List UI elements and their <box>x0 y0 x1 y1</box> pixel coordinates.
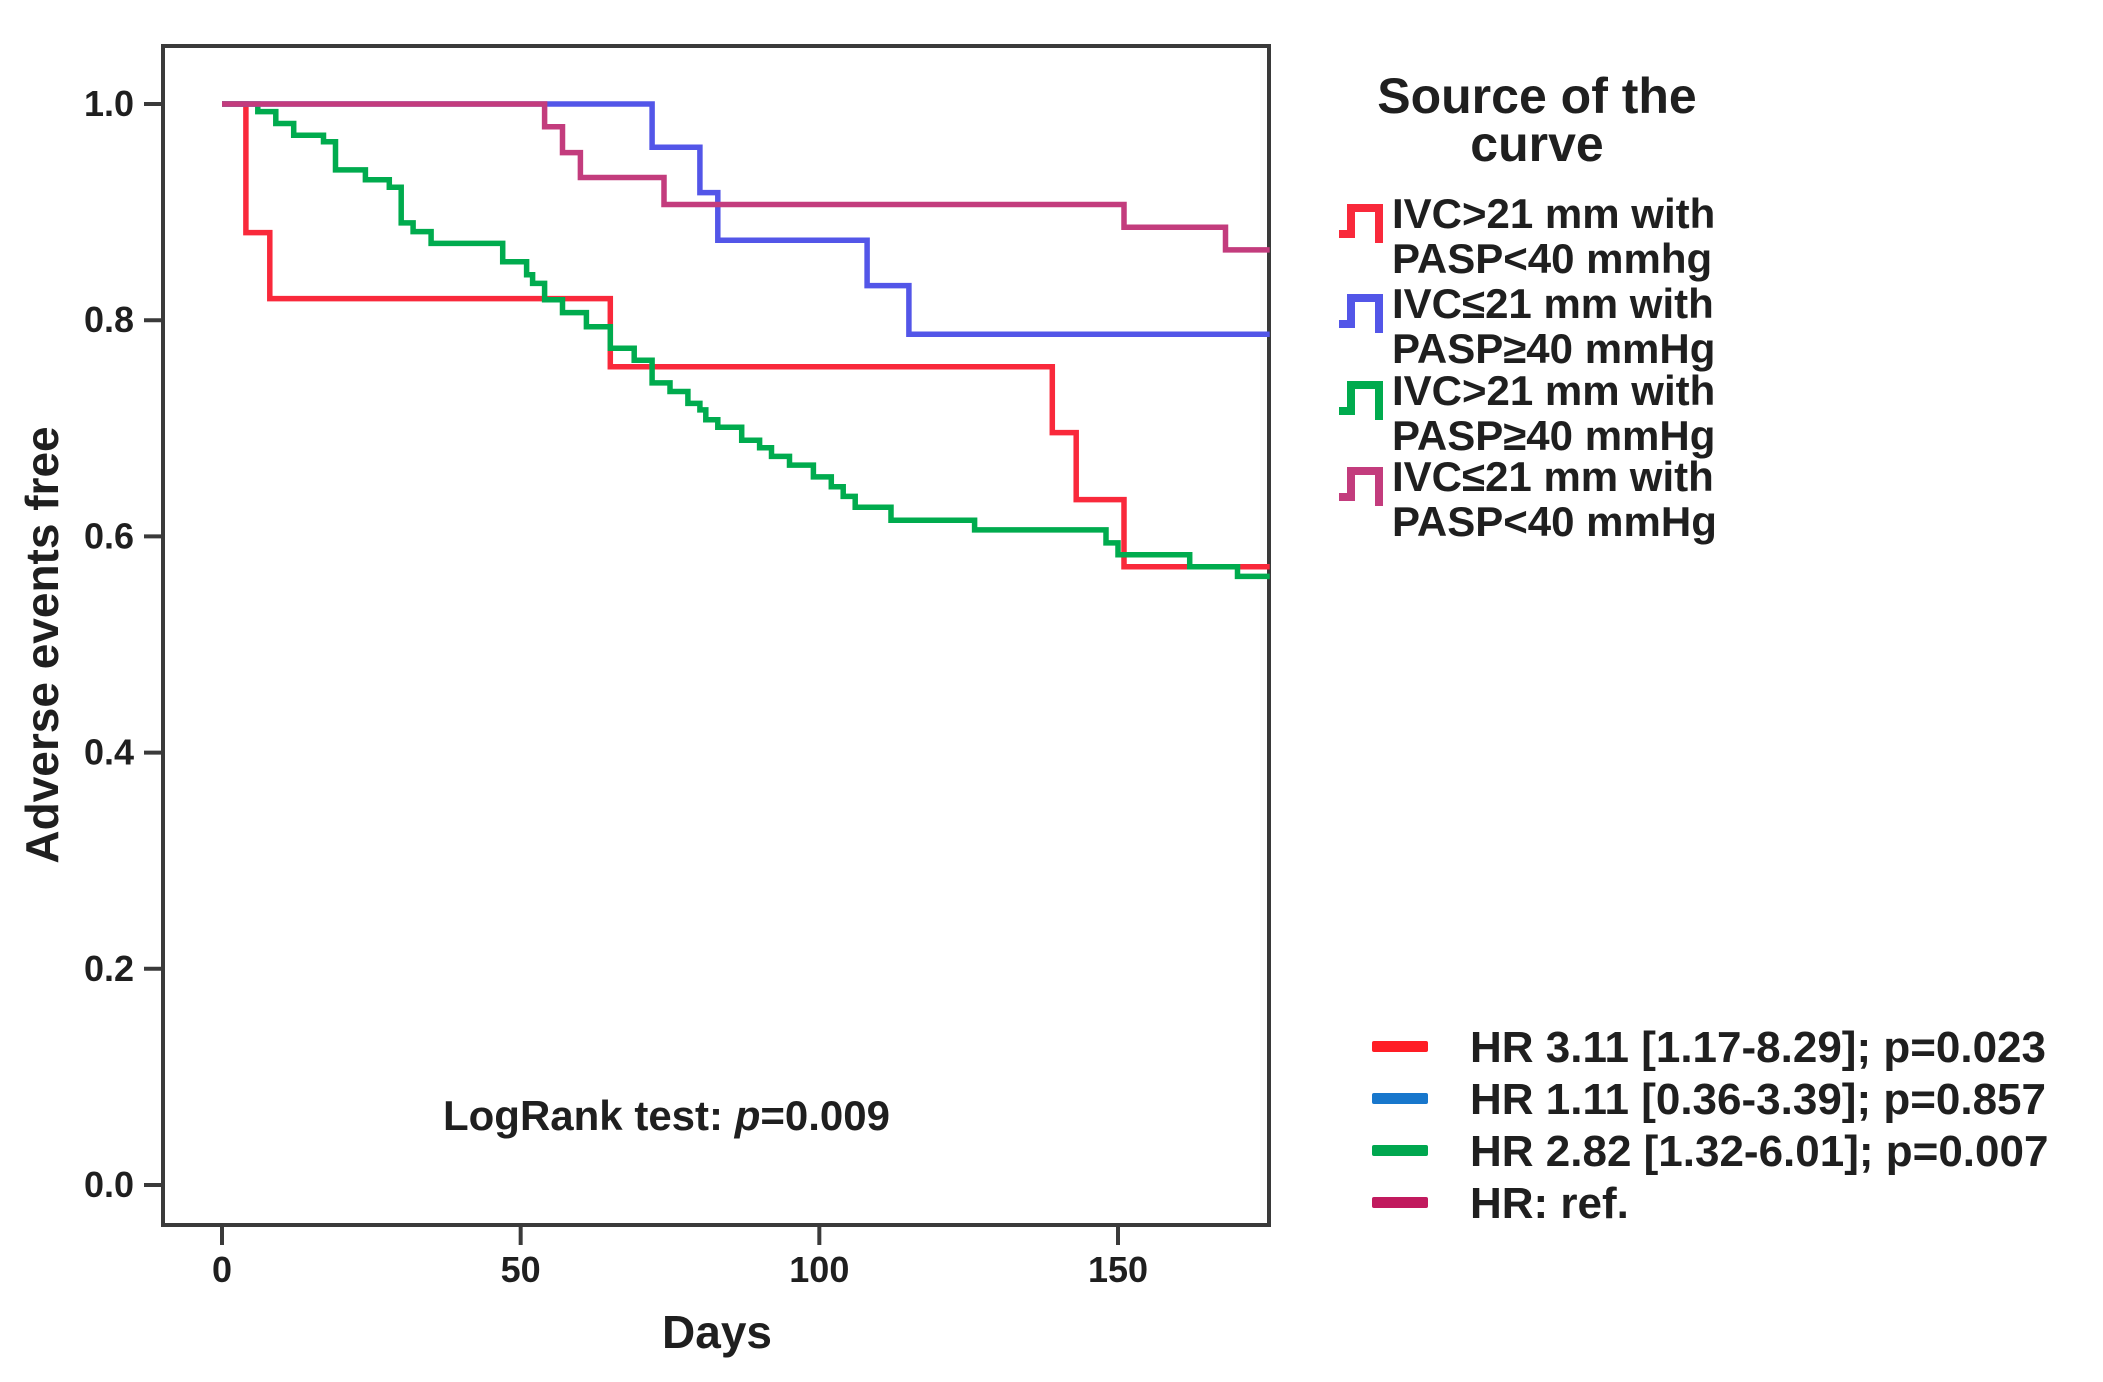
x-tick-label: 150 <box>1088 1249 1148 1290</box>
legend-entry-label: PASP<40 mmhg <box>1392 235 1712 282</box>
y-tick-label: 0.2 <box>84 948 134 989</box>
legend-title-line1: Source of the <box>1377 68 1696 124</box>
x-tick-label: 0 <box>212 1249 232 1290</box>
legend-entry-label: PASP<40 mmHg <box>1392 498 1717 545</box>
survival-curve-0 <box>222 101 1270 570</box>
legend-entry-label: IVC≤21 mm with <box>1392 280 1714 327</box>
legend-step-icon <box>1339 467 1383 506</box>
hr-annotations: HR 3.11 [1.17-8.29]; p=0.023 HR 1.11 [0.… <box>1372 1023 2048 1228</box>
survival-curve-2 <box>222 101 1270 580</box>
survival-curves <box>222 101 1270 580</box>
x-axis-ticks: 0 50 100 150 <box>212 1225 1148 1290</box>
legend-step-icon <box>1339 294 1383 333</box>
y-tick-label: 0.8 <box>84 299 134 340</box>
hr-dash-icon <box>1372 1145 1428 1156</box>
hr-text-green: HR 2.82 [1.32-6.01]; p=0.007 <box>1470 1127 2048 1176</box>
plot-area-border <box>161 44 1271 1227</box>
x-axis-title: Days <box>662 1306 772 1358</box>
legend-entry-label: PASP≥40 mmHg <box>1392 325 1715 372</box>
hr-text-blue: HR 1.11 [0.36-3.39]; p=0.857 <box>1470 1075 2046 1124</box>
hr-text-magenta: HR: ref. <box>1470 1179 1629 1228</box>
x-tick-label: 50 <box>501 1249 541 1290</box>
y-axis-ticks: 1.0 0.8 0.6 0.4 0.2 0.0 <box>84 83 163 1205</box>
legend-step-icon <box>1339 381 1383 420</box>
logrank-value: =0.009 <box>760 1092 890 1139</box>
y-tick-label: 1.0 <box>84 83 134 124</box>
y-tick-label: 0.0 <box>84 1164 134 1205</box>
legend-entry-label: PASP≥40 mmHg <box>1392 412 1715 459</box>
y-axis-title: Adverse events free <box>16 426 68 863</box>
legend-entry-label: IVC≤21 mm with <box>1392 453 1714 500</box>
x-tick-label: 100 <box>789 1249 849 1290</box>
y-tick-label: 0.6 <box>84 515 134 556</box>
hr-dash-icon <box>1372 1041 1428 1052</box>
legend: Source of the curve IVC>21 mm with PASP<… <box>1339 68 1717 545</box>
logrank-annotation: LogRank test: p=0.009 <box>443 1092 890 1139</box>
legend-step-icon <box>1339 204 1383 243</box>
legend-entry-label: IVC>21 mm with <box>1392 367 1715 414</box>
y-tick-label: 0.4 <box>84 732 134 773</box>
logrank-p-italic: p <box>734 1092 761 1139</box>
hr-dash-icon <box>1372 1197 1428 1208</box>
legend-title-line2: curve <box>1470 116 1603 172</box>
survival-curve-1 <box>222 101 1270 338</box>
hr-dash-icon <box>1372 1093 1428 1104</box>
survival-curve-3 <box>222 101 1270 253</box>
legend-entry-label: IVC>21 mm with <box>1392 190 1715 237</box>
logrank-prefix: LogRank test: <box>443 1092 735 1139</box>
hr-text-red: HR 3.11 [1.17-8.29]; p=0.023 <box>1470 1023 2046 1072</box>
